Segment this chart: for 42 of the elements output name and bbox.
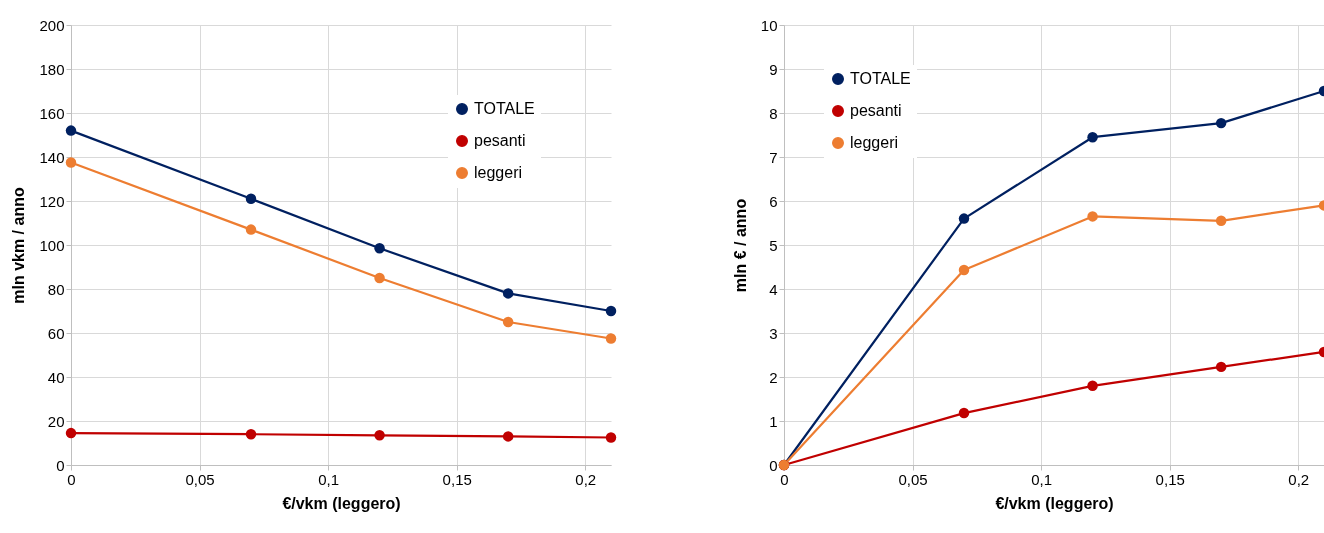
y-tick-label: 40: [47, 368, 65, 386]
x-tick-label: 0: [67, 470, 76, 488]
y-tick-label: 180: [39, 60, 65, 78]
x-axis-title: €/vkm (leggero): [282, 494, 401, 512]
y-tick-label: 200: [39, 16, 65, 34]
y-tick-label: 0: [769, 456, 778, 474]
legend-label: pesanti: [474, 132, 526, 149]
x-tick-label: 0,1: [318, 470, 340, 488]
y-tick-label: 9: [769, 60, 778, 78]
y-tick-label: 1: [769, 412, 778, 430]
y-tick-label: 7: [769, 148, 778, 166]
x-tick-label: 0,05: [185, 470, 215, 488]
x-tick-label: 0,2: [1288, 470, 1310, 488]
x-tick-label: 0: [780, 470, 789, 488]
y-tick-label: 10: [760, 16, 778, 34]
y-axis-title: mln vkm / anno: [10, 187, 28, 304]
x-tick-label: 0,05: [898, 470, 928, 488]
y-tick-label: 20: [47, 412, 65, 430]
y-tick-label: 8: [769, 104, 778, 122]
legend-label: leggeri: [474, 164, 523, 181]
y-tick-label: 120: [39, 192, 65, 210]
x-tick-label: 0,15: [1155, 470, 1185, 488]
y-tick-label: 80: [47, 280, 65, 298]
x-tick-label: 0,15: [442, 470, 472, 488]
y-tick-label: 100: [39, 236, 65, 254]
y-tick-label: 140: [39, 148, 65, 166]
y-tick-label: 4: [769, 280, 778, 298]
legend-label: TOTALE: [474, 100, 535, 117]
y-tick-label: 2: [769, 368, 778, 386]
y-tick-label: 60: [47, 324, 65, 342]
y-tick-label: 3: [769, 324, 778, 342]
legend-label: TOTALE: [850, 70, 911, 87]
legend-label: pesanti: [850, 102, 902, 119]
y-axis-title: mln € / anno: [731, 198, 749, 293]
y-tick-label: 6: [769, 192, 778, 210]
x-axis-title: €/vkm (leggero): [995, 494, 1114, 512]
x-tick-label: 0,1: [1031, 470, 1053, 488]
y-tick-label: 0: [56, 456, 65, 474]
legend-label: leggeri: [850, 134, 899, 151]
y-tick-label: 5: [769, 236, 778, 254]
y-tick-label: 160: [39, 104, 65, 122]
x-tick-label: 0,2: [575, 470, 597, 488]
